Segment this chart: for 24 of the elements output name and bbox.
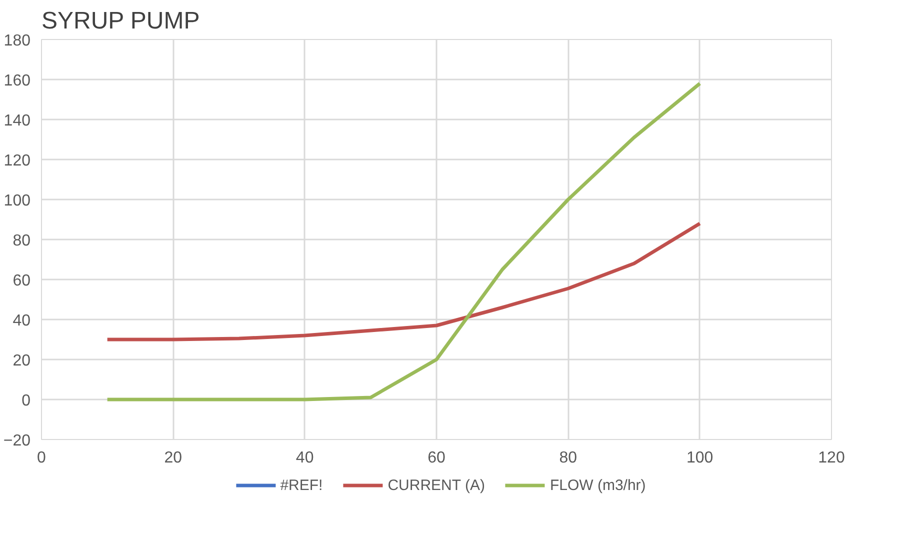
y-tick-label: 40 xyxy=(12,312,31,330)
x-tick-label: 20 xyxy=(164,450,182,466)
line-series xyxy=(106,222,702,342)
x-tick-label: 0 xyxy=(37,450,46,466)
legend-label: CURRENT (A) xyxy=(388,476,485,494)
y-tick-label: 140 xyxy=(4,112,31,130)
y-tick-label: 80 xyxy=(12,232,31,250)
y-tick-label: 20 xyxy=(12,352,31,370)
x-tick-label: 120 xyxy=(818,450,845,466)
line-series xyxy=(106,82,702,402)
y-tick-label: −20 xyxy=(3,432,31,450)
x-tick-label: 80 xyxy=(559,450,578,466)
y-tick-label: 120 xyxy=(4,152,31,170)
x-tick-label: 60 xyxy=(428,450,446,466)
y-tick-label: 0 xyxy=(22,392,31,410)
legend-label: FLOW (m3/hr) xyxy=(550,476,646,494)
chart-title: SYRUP PUMP xyxy=(42,8,200,34)
x-tick-label: 40 xyxy=(296,450,314,466)
legend-label: #REF! xyxy=(280,476,323,494)
y-tick-label: 180 xyxy=(4,32,31,50)
y-tick-label: 60 xyxy=(12,272,31,290)
y-tick-label: 160 xyxy=(4,72,31,90)
x-tick-label: 100 xyxy=(686,450,714,466)
y-tick-label: 100 xyxy=(4,192,31,210)
